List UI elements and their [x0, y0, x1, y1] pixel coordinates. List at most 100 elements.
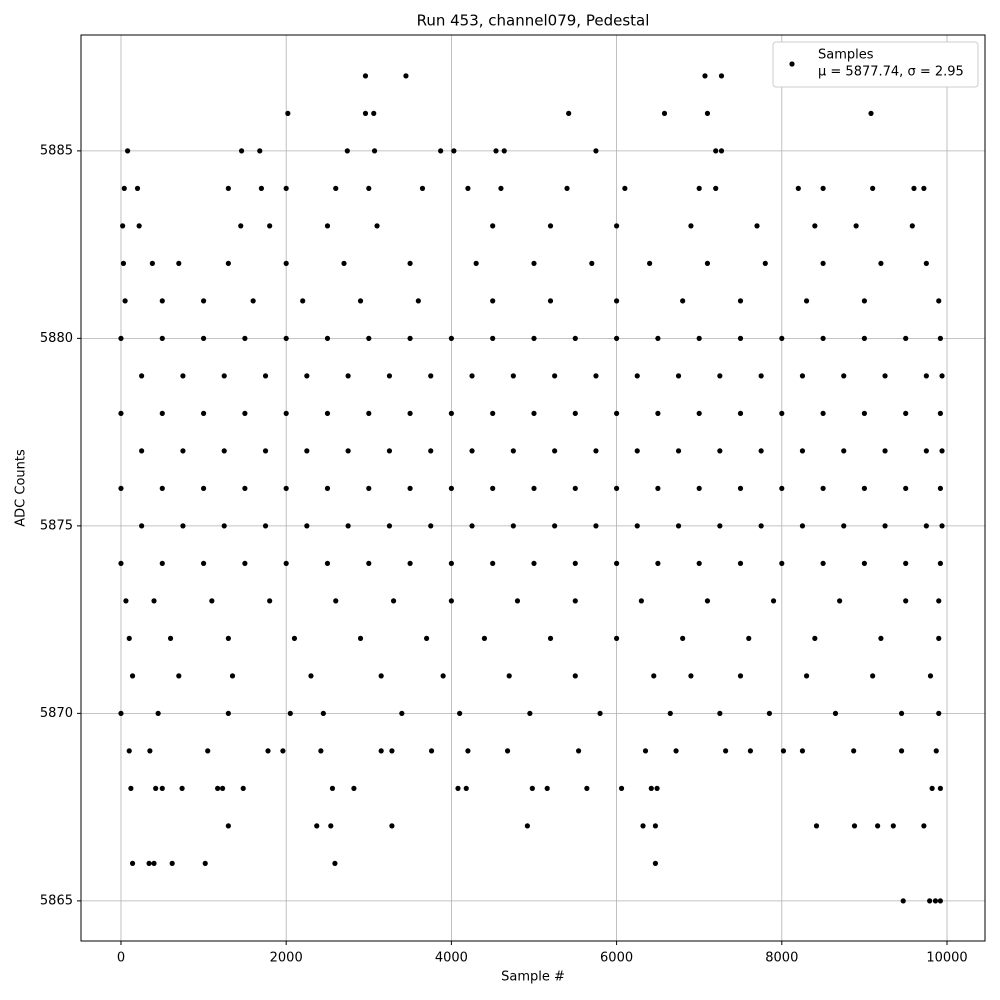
sample-point — [909, 223, 915, 229]
sample-point — [514, 598, 521, 604]
sample-point — [510, 523, 516, 529]
sample-point — [613, 298, 620, 304]
sample-point — [357, 298, 364, 304]
sample-point — [205, 748, 211, 754]
sample-point — [795, 185, 801, 191]
sample-point — [642, 748, 649, 754]
sample-point — [923, 260, 929, 266]
sample-point — [704, 598, 711, 604]
sample-point — [120, 223, 126, 229]
sample-point — [151, 598, 157, 604]
sample-point — [936, 298, 942, 304]
sample-point — [465, 185, 471, 191]
sample-point — [159, 335, 165, 341]
sample-point — [937, 898, 943, 904]
sample-point — [225, 185, 231, 191]
sample-point — [490, 485, 496, 491]
sample-point — [209, 598, 215, 604]
sample-point — [179, 785, 185, 791]
sample-point — [118, 335, 124, 341]
sample-point — [936, 635, 942, 641]
sample-point — [779, 485, 785, 491]
sample-point — [613, 410, 620, 416]
sample-point — [129, 673, 136, 679]
sample-point — [469, 448, 475, 454]
sample-point — [704, 110, 711, 116]
sample-point — [448, 560, 454, 566]
sample-point — [544, 785, 550, 791]
sample-point — [737, 335, 744, 341]
sample-point — [493, 148, 499, 154]
sample-point — [927, 898, 933, 904]
sample-point — [547, 223, 554, 229]
sample-point — [648, 785, 654, 791]
y-tick-label: 5870 — [40, 706, 73, 721]
sample-point — [501, 148, 507, 154]
sample-point — [126, 635, 132, 641]
sample-point — [238, 223, 244, 229]
sample-point — [300, 298, 306, 304]
sample-point — [123, 598, 129, 604]
sample-point — [424, 635, 430, 641]
x-tick-label: 10000 — [926, 951, 967, 966]
sample-point — [386, 523, 393, 529]
sample-point — [937, 560, 943, 566]
sample-point — [593, 373, 599, 379]
sample-point — [469, 523, 475, 529]
sample-point — [638, 598, 644, 604]
sample-point — [939, 523, 945, 529]
sample-point — [324, 335, 331, 341]
sample-point — [155, 710, 161, 716]
sample-point — [903, 485, 909, 491]
sample-point — [717, 710, 723, 716]
sample-point — [652, 823, 659, 829]
sample-point — [291, 635, 298, 641]
sample-point — [428, 523, 434, 529]
sample-point — [139, 448, 145, 454]
x-axis-label: Sample # — [501, 970, 565, 985]
sample-point — [167, 635, 174, 641]
sample-point — [139, 523, 145, 529]
sample-point — [147, 748, 153, 754]
x-tick-label: 6000 — [600, 951, 633, 966]
sample-point — [572, 673, 578, 679]
sample-point — [737, 560, 744, 566]
sample-point — [717, 373, 723, 379]
sample-point — [200, 560, 207, 566]
sample-point — [506, 673, 512, 679]
sample-point — [939, 448, 945, 454]
sample-point — [927, 673, 934, 679]
legend-marker — [789, 61, 795, 67]
sample-point — [937, 785, 943, 791]
sample-point — [939, 373, 945, 379]
sample-point — [262, 448, 269, 454]
sample-point — [469, 373, 475, 379]
sample-point — [304, 523, 310, 529]
sample-point — [890, 823, 896, 829]
sample-point — [564, 185, 570, 191]
sample-point — [448, 598, 454, 604]
sample-point — [921, 185, 927, 191]
sample-point — [718, 148, 725, 154]
sample-point — [129, 860, 136, 866]
sample-point — [654, 785, 660, 791]
sample-point — [613, 223, 620, 229]
sample-point — [704, 260, 711, 266]
x-tick-label: 0 — [117, 951, 125, 966]
sample-point — [481, 635, 488, 641]
sample-point — [851, 748, 857, 754]
sample-point — [593, 148, 599, 154]
sample-point — [371, 110, 377, 116]
sample-point — [324, 223, 331, 229]
sample-point — [870, 673, 876, 679]
sample-point — [386, 373, 393, 379]
sample-point — [403, 73, 409, 79]
sample-point — [861, 410, 868, 416]
sample-point — [257, 148, 263, 154]
sample-point — [737, 298, 744, 304]
sample-point — [120, 260, 127, 266]
sample-point — [903, 598, 909, 604]
sample-point — [747, 748, 754, 754]
sample-point — [820, 185, 826, 191]
